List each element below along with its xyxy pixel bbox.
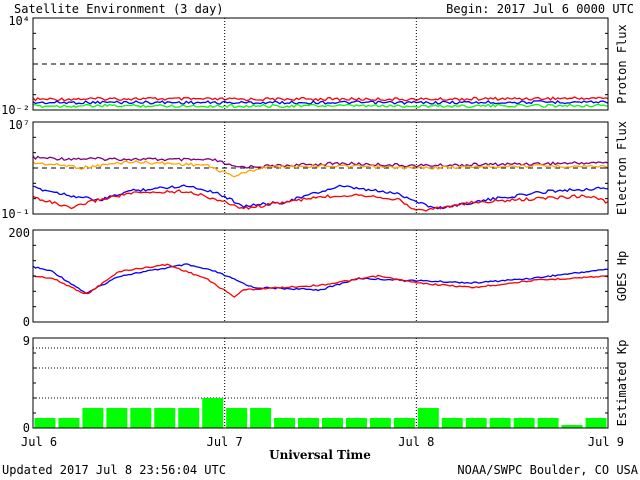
y-tick-label-bottom: 10⁻¹: [1, 207, 30, 221]
kp-bar: [345, 418, 367, 428]
y-tick-label-top: 200: [8, 226, 30, 240]
kp-bar: [34, 418, 56, 428]
kp-bar: [274, 418, 296, 428]
y-tick-label-bottom: 0: [23, 315, 30, 329]
kp-bar: [106, 408, 128, 428]
kp-bar: [585, 418, 607, 428]
y-axis-label: Electron Flux: [615, 121, 629, 215]
kp-bar: [298, 418, 319, 428]
y-tick-label-bottom: 10⁻²: [1, 103, 30, 117]
kp-bar: [58, 418, 80, 428]
panel-goes-hp: 200 0 GOES Hp: [8, 226, 629, 329]
x-tick-label: Jul 8: [398, 435, 434, 449]
panel-proton: 10⁴ 10⁻² Proton Flux: [1, 14, 629, 117]
x-axis-label: Universal Time: [269, 448, 371, 462]
series-line: [32, 189, 609, 212]
kp-bar: [561, 425, 583, 428]
kp-bar: [154, 408, 176, 428]
y-axis-label: Proton Flux: [615, 24, 629, 103]
x-tick-label: Jul 6: [21, 435, 57, 449]
kp-bar: [465, 418, 487, 428]
series-line: [32, 96, 609, 102]
kp-bar: [202, 398, 224, 428]
kp-bar: [178, 408, 200, 428]
y-axis-label: GOES Hp: [615, 251, 629, 302]
kp-bar: [250, 408, 272, 428]
y-tick-label-top: 9: [23, 334, 30, 348]
y-tick-label-bottom: 0: [23, 421, 30, 435]
y-tick-label-top: 10⁴: [8, 14, 30, 28]
series-line: [32, 263, 609, 298]
kp-bar: [393, 418, 415, 428]
kp-bar: [226, 408, 248, 428]
panel-electron: 10⁷ 10⁻¹ Electron Flux: [1, 118, 629, 221]
kp-bar: [513, 418, 535, 428]
series-line: [32, 263, 609, 294]
panel-frame: [32, 229, 609, 323]
credit: NOAA/SWPC Boulder, CO USA: [457, 463, 638, 477]
y-axis-label: Estimated Kp: [615, 340, 629, 427]
kp-bar: [441, 418, 463, 428]
kp-bar: [417, 408, 439, 428]
x-tick-label: Jul 9: [588, 435, 624, 449]
kp-bar: [489, 418, 511, 428]
panel-kp: 9 0 Estimated Kp: [23, 334, 629, 435]
series-line: [32, 184, 609, 210]
kp-bar: [82, 408, 104, 428]
series-line: [32, 160, 609, 178]
y-tick-label-top: 10⁷: [8, 118, 30, 132]
series-line: [32, 103, 609, 109]
updated-time: Updated 2017 Jul 8 23:56:04 UTC: [2, 463, 226, 477]
begin-time: Begin: 2017 Jul 6 0000 UTC: [446, 2, 634, 16]
kp-bar: [537, 418, 559, 428]
series-line: [32, 155, 609, 169]
kp-bar: [322, 418, 343, 428]
series-line: [32, 100, 609, 105]
kp-bar: [369, 418, 391, 428]
chart-title: Satellite Environment (3 day): [14, 2, 224, 16]
x-tick-label: Jul 7: [207, 435, 243, 449]
kp-bar: [130, 408, 152, 428]
